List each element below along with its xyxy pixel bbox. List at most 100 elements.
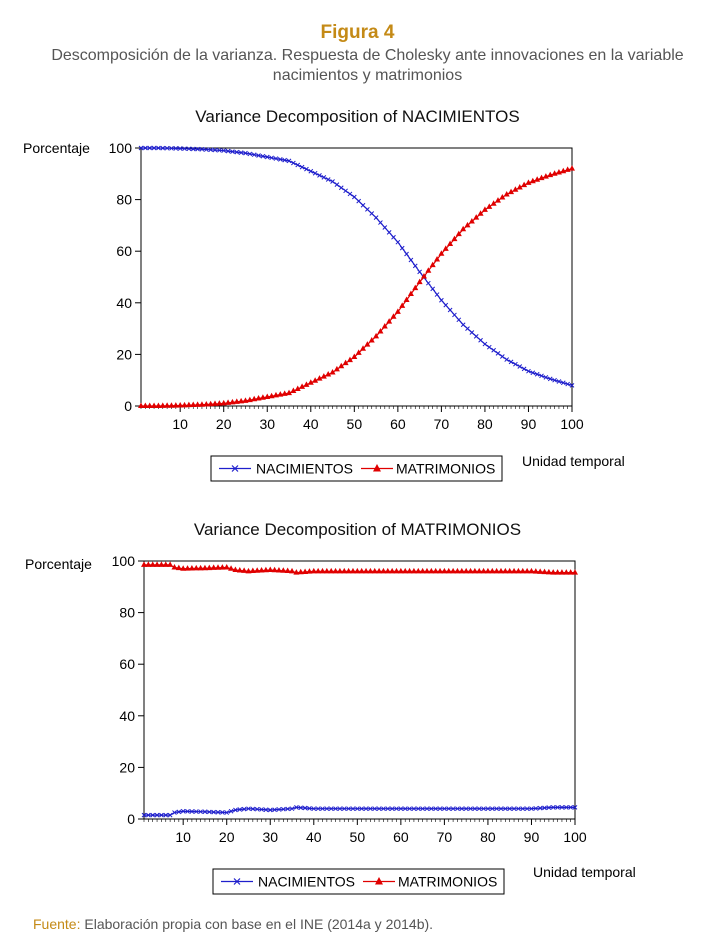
data-point-nacimientos <box>350 806 356 812</box>
data-point-nacimientos <box>150 812 156 818</box>
data-point-matrimonios <box>293 569 300 575</box>
legend-marker-nacimientos <box>233 878 241 885</box>
data-point-matrimonios <box>259 394 266 400</box>
data-point-matrimonios <box>294 385 301 391</box>
legend-marker-nacimientos <box>231 465 239 472</box>
series-line-matrimonios <box>144 564 575 574</box>
data-point-nacimientos <box>529 806 534 812</box>
data-point-nacimientos <box>552 377 557 383</box>
data-point-matrimonios <box>420 272 427 279</box>
data-point-nacimientos <box>443 302 449 308</box>
data-point-matrimonios <box>569 165 575 171</box>
data-point-matrimonios <box>567 569 574 575</box>
data-point-matrimonios <box>572 569 578 575</box>
data-point-matrimonios <box>162 561 169 567</box>
x-tick-label: 10 <box>172 416 188 432</box>
data-point-nacimientos <box>354 806 360 812</box>
data-point-nacimientos <box>486 344 492 350</box>
data-point-nacimientos <box>337 806 343 812</box>
data-point-matrimonios <box>494 197 501 203</box>
data-point-matrimonios <box>538 174 545 181</box>
data-point-nacimientos <box>263 807 269 813</box>
data-point-matrimonios <box>310 567 317 574</box>
data-point-nacimientos <box>330 179 335 184</box>
data-point-nacimientos <box>185 809 190 814</box>
data-point-matrimonios <box>236 566 243 573</box>
x-tick-label: 90 <box>524 829 540 845</box>
data-point-nacimientos <box>167 812 173 818</box>
data-point-matrimonios <box>289 567 296 574</box>
data-point-nacimientos <box>243 150 248 156</box>
data-point-nacimientos <box>537 805 543 811</box>
data-point-matrimonios <box>319 567 326 574</box>
legend-marker-matrimonios <box>375 877 383 885</box>
y-tick-label: 20 <box>116 346 132 362</box>
data-point-nacimientos <box>434 292 440 297</box>
x-tick-label: 50 <box>347 416 363 432</box>
data-point-nacimientos <box>546 805 552 811</box>
data-point-matrimonios <box>268 392 275 399</box>
data-point-matrimonios <box>521 181 528 188</box>
y-tick-label: 40 <box>119 708 135 724</box>
data-point-nacimientos <box>198 809 203 815</box>
data-point-matrimonios <box>480 567 487 574</box>
chart-title: Variance Decomposition of MATRIMONIOS <box>193 520 522 539</box>
data-point-nacimientos <box>285 806 291 812</box>
data-point-matrimonios <box>215 564 222 570</box>
data-point-nacimientos <box>286 158 292 164</box>
data-point-nacimientos <box>412 263 418 269</box>
data-point-nacimientos <box>437 806 443 812</box>
data-point-matrimonios <box>554 569 561 575</box>
data-point-nacimientos <box>215 809 221 815</box>
data-point-matrimonios <box>515 567 522 574</box>
data-point-matrimonios <box>175 564 182 571</box>
data-point-matrimonios <box>349 567 356 574</box>
data-point-nacimientos <box>247 151 253 157</box>
y-tick-label: 40 <box>116 295 132 311</box>
data-point-nacimientos <box>267 807 273 813</box>
data-point-nacimientos <box>417 269 422 275</box>
data-point-nacimientos <box>264 154 270 160</box>
data-point-matrimonios <box>141 561 147 567</box>
data-point-nacimientos <box>312 170 318 176</box>
data-point-nacimientos <box>180 808 186 814</box>
data-point-matrimonios <box>386 318 393 324</box>
data-point-nacimientos <box>324 806 330 812</box>
data-point-nacimientos <box>302 805 308 811</box>
data-point-matrimonios <box>306 568 313 574</box>
data-point-nacimientos <box>526 368 531 374</box>
data-point-nacimientos <box>172 810 177 815</box>
data-point-nacimientos <box>378 220 383 225</box>
data-point-nacimientos <box>217 147 222 153</box>
data-point-matrimonios <box>412 284 419 291</box>
data-point-nacimientos <box>237 807 243 812</box>
data-point-matrimonios <box>342 359 349 366</box>
data-point-matrimonios <box>168 402 175 408</box>
data-point-nacimientos <box>394 806 399 812</box>
data-point-matrimonios <box>542 173 549 179</box>
data-point-nacimientos <box>317 172 322 178</box>
figure-number: Figura 4 <box>320 22 395 43</box>
data-point-matrimonios <box>477 210 484 216</box>
data-point-nacimientos <box>195 146 200 152</box>
data-point-nacimientos <box>177 146 183 151</box>
data-point-nacimientos <box>212 147 218 153</box>
y-tick-label: 0 <box>127 811 135 827</box>
data-point-nacimientos <box>369 211 375 216</box>
data-point-nacimientos <box>556 379 562 384</box>
data-point-matrimonios <box>445 567 452 574</box>
data-point-nacimientos <box>338 185 344 191</box>
data-point-matrimonios <box>511 567 518 574</box>
data-point-matrimonios <box>390 313 397 319</box>
data-point-nacimientos <box>498 806 504 812</box>
data-point-matrimonios <box>393 567 400 574</box>
data-point-matrimonios <box>323 567 330 574</box>
data-point-matrimonios <box>233 398 240 404</box>
data-point-nacimientos <box>156 145 161 151</box>
x-tick-label: 30 <box>262 829 278 845</box>
x-tick-label: 20 <box>219 829 235 845</box>
data-point-nacimientos <box>291 160 296 166</box>
data-point-nacimientos <box>299 164 305 170</box>
data-point-matrimonios <box>159 402 166 408</box>
data-point-matrimonios <box>232 566 239 573</box>
